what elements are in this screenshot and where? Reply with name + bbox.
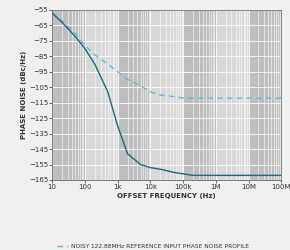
Bar <box>118 10 151 180</box>
Bar <box>183 10 216 180</box>
Bar <box>249 10 281 180</box>
Legend: NOISY 122.88MHz REFERENCE INPUT PHASE NOISE PROFILE, AD9523-1 PLL1 OUTPUT PHASE : NOISY 122.88MHz REFERENCE INPUT PHASE NO… <box>57 244 276 250</box>
X-axis label: OFFSET FREQUENCY (Hz): OFFSET FREQUENCY (Hz) <box>117 193 216 199</box>
Y-axis label: PHASE NOISE (dBc/Hz): PHASE NOISE (dBc/Hz) <box>21 51 27 139</box>
Bar <box>52 10 85 180</box>
